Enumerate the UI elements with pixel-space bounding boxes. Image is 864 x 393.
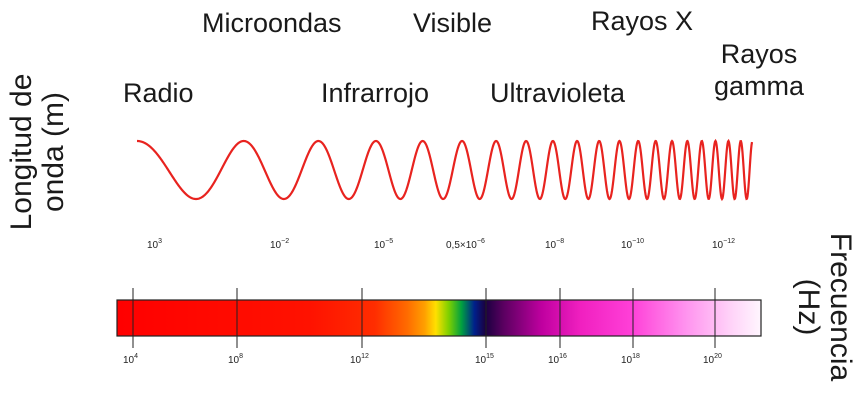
- frequency-tick: 1012: [350, 353, 369, 366]
- band-label-microondas: Microondas: [202, 8, 342, 38]
- wavelength-tick: 0,5×10−6: [446, 238, 485, 251]
- band-label-ultravioleta: Ultravioleta: [490, 78, 626, 108]
- wavelength-tick: 10−2: [270, 238, 290, 251]
- band-label-rayos-gamma: Rayos gamma: [714, 38, 804, 103]
- frequency-tick: 1016: [548, 353, 567, 366]
- band-label-infrarrojo: Infrarrojo: [321, 78, 430, 108]
- band-label-rayos: Rayos: [720, 39, 798, 69]
- wavelength-tick: 10−12: [712, 238, 735, 251]
- frequency-tick: 104: [123, 353, 139, 366]
- wavelength-tick: 10−5: [374, 238, 394, 251]
- wavelength-tick: 103: [147, 238, 163, 251]
- band-label-radio: Radio: [123, 78, 194, 108]
- wavelength-tick: 10−8: [545, 238, 565, 251]
- band-label-gamma: gamma: [714, 71, 805, 102]
- frequency-tick: 108: [228, 353, 244, 366]
- wave-path: [136, 138, 754, 202]
- frequency-tick: 1020: [703, 353, 722, 366]
- frequency-tick: 1018: [621, 353, 640, 366]
- wavelength-tick: 10−10: [621, 238, 644, 251]
- band-label-visible: Visible: [413, 8, 493, 38]
- spectrum-bar-fill: [116, 299, 762, 337]
- frequency-tick: 1015: [475, 353, 494, 366]
- band-label-rayos-x: Rayos X: [591, 6, 694, 36]
- spectrum-tick-lines: [132, 288, 716, 348]
